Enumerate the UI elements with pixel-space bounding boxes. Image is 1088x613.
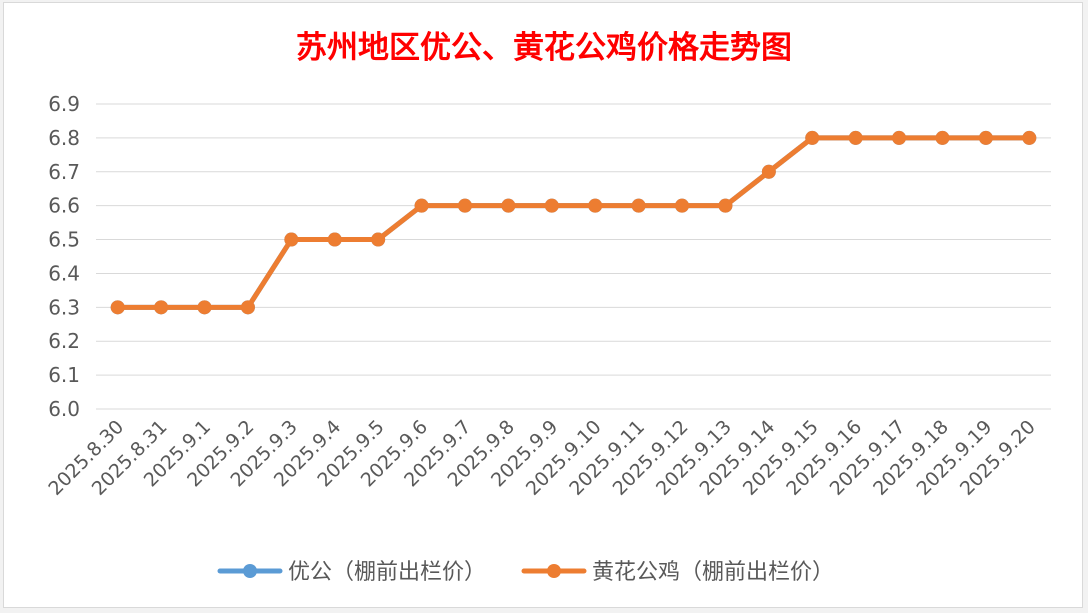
y-tick-label: 6.9 (48, 92, 80, 116)
data-point (284, 232, 299, 247)
data-point (978, 130, 993, 145)
legend-label: 优公（棚前出栏价） (288, 560, 486, 585)
data-point (718, 198, 733, 213)
y-tick-label: 6.7 (48, 160, 80, 184)
data-point (457, 198, 472, 213)
data-point (1022, 130, 1037, 145)
data-point (327, 232, 342, 247)
series-line (115, 135, 1032, 310)
chart-area: 苏州地区优公、黄花公鸡价格走势图 6.0 6.1 6.2 6.3 6.4 6.5 6.6 6.… (3, 2, 1083, 608)
data-point (544, 198, 559, 213)
data-point (110, 300, 125, 315)
data-point (892, 130, 907, 145)
data-point (761, 164, 776, 179)
legend-item: 优公（棚前出栏价） (217, 560, 486, 585)
y-tick-label: 6.2 (48, 329, 80, 353)
data-point (848, 130, 863, 145)
data-point (935, 130, 950, 145)
data-point (414, 198, 429, 213)
line-chart: 苏州地区优公、黄花公鸡价格走势图 6.0 6.1 6.2 6.3 6.4 6.5 6.6 6.… (44, 30, 1051, 585)
data-point (197, 300, 212, 315)
legend-swatch-marker (547, 564, 561, 578)
series-line (115, 135, 1032, 310)
data-point (240, 300, 255, 315)
data-point (805, 130, 820, 145)
data-point (154, 300, 169, 315)
y-tick-label: 6.8 (48, 126, 80, 150)
y-tick-label: 6.5 (48, 228, 80, 252)
legend-swatch-marker (243, 564, 257, 578)
data-point (675, 198, 690, 213)
data-point (501, 198, 516, 213)
data-point (588, 198, 603, 213)
y-tick-label: 6.1 (48, 363, 80, 387)
legend-item: 黄花公鸡（棚前出栏价） (521, 560, 834, 585)
legend: 优公（棚前出栏价） 黄花公鸡（棚前出栏价） (217, 560, 834, 585)
y-tick-label: 6.0 (48, 397, 80, 421)
series-2 (110, 130, 1037, 315)
chart-title: 苏州地区优公、黄花公鸡价格走势图 (296, 30, 792, 66)
series-1 (110, 130, 1037, 315)
legend-label: 黄花公鸡（棚前出栏价） (592, 560, 834, 585)
data-point (371, 232, 386, 247)
y-tick-label: 6.6 (48, 194, 80, 218)
y-tick-label: 6.3 (48, 295, 80, 319)
data-point (631, 198, 646, 213)
y-tick-label: 6.4 (48, 261, 80, 285)
